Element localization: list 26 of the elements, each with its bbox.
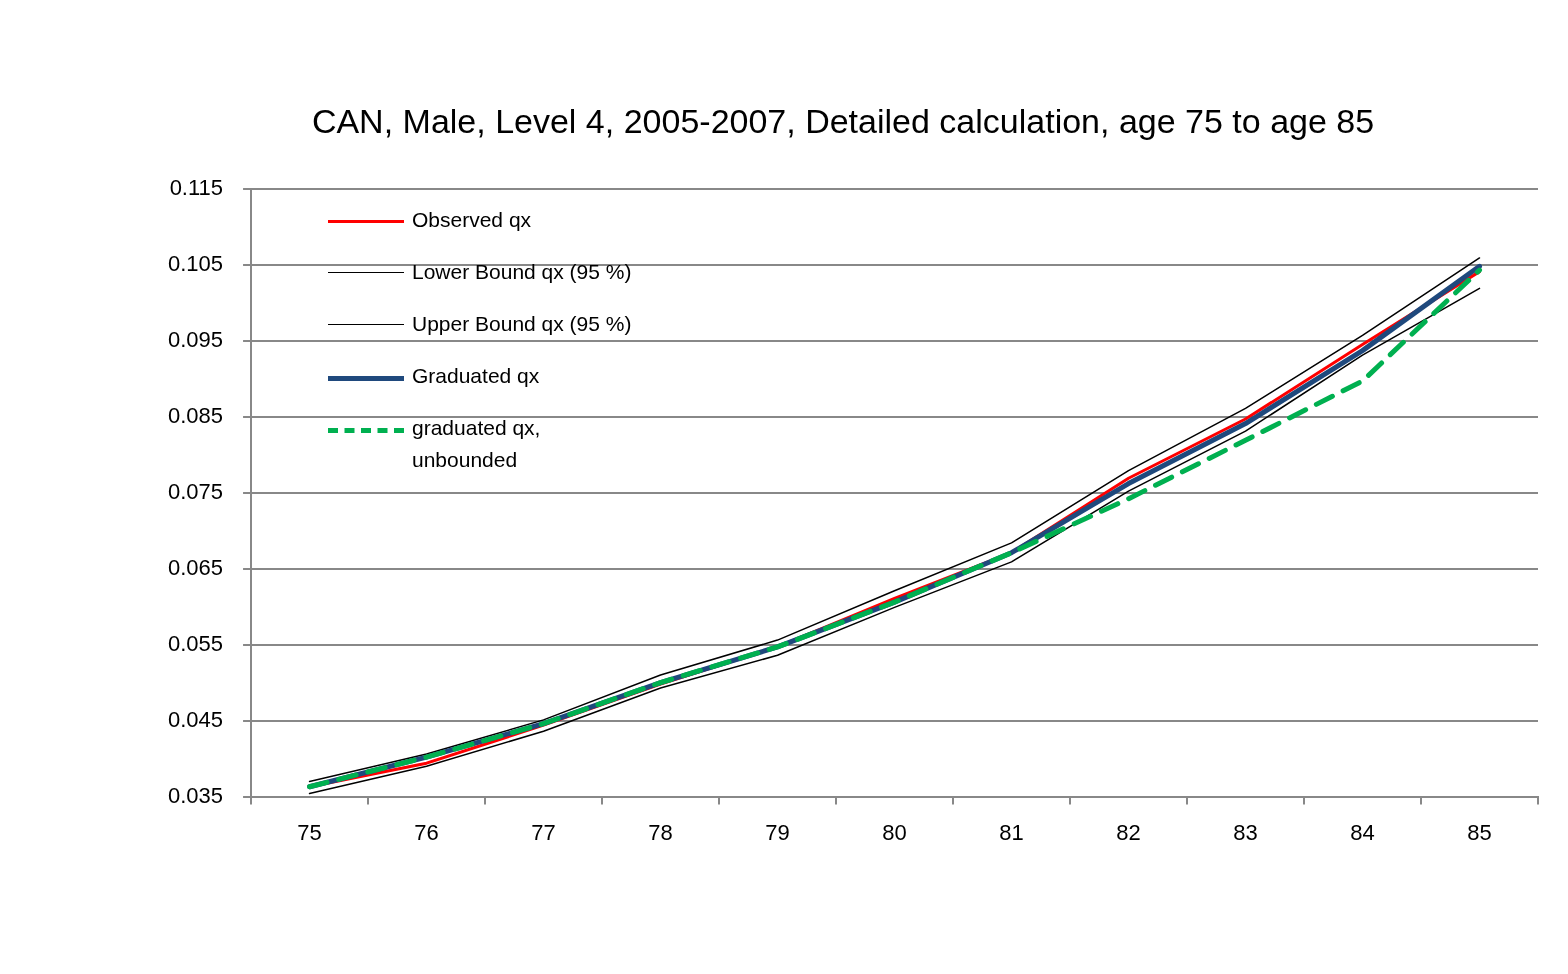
- y-tick-label: 0.055: [167, 630, 224, 656]
- chart-title: CAN, Male, Level 4, 2005-2007, Detailed calculation, age 75 to age 85: [311, 101, 1375, 140]
- legend-label: Lower Bound qx (95 %): [412, 259, 632, 285]
- legend-label: Observed qx: [412, 207, 532, 233]
- x-tick-label: 84: [1350, 819, 1375, 845]
- y-tick-label: 0.115: [169, 174, 224, 200]
- legend-label: Graduated qx: [412, 363, 540, 389]
- x-tick-label: 80: [882, 819, 907, 845]
- x-tick-label: 76: [414, 819, 439, 845]
- x-tick-label: 85: [1467, 819, 1492, 845]
- x-tick-label: 83: [1233, 819, 1258, 845]
- y-tick-label: 0.095: [167, 326, 224, 352]
- legend-label: graduated qx, unbounded: [412, 415, 542, 473]
- y-tick-label: 0.045: [167, 706, 224, 732]
- x-tick-label: 79: [765, 819, 790, 845]
- legend-label: Upper Bound qx (95 %): [412, 311, 632, 337]
- y-tick-label: 0.085: [167, 402, 224, 428]
- y-tick-label: 0.035: [167, 782, 224, 808]
- y-tick-label: 0.065: [167, 554, 224, 580]
- x-tick-label: 78: [648, 819, 673, 845]
- y-tick-label: 0.105: [167, 250, 224, 276]
- x-tick-label: 81: [999, 819, 1024, 845]
- y-tick-label: 0.075: [167, 478, 224, 504]
- x-tick-label: 77: [531, 819, 556, 845]
- x-tick-label: 82: [1116, 819, 1141, 845]
- x-tick-label: 75: [297, 819, 322, 845]
